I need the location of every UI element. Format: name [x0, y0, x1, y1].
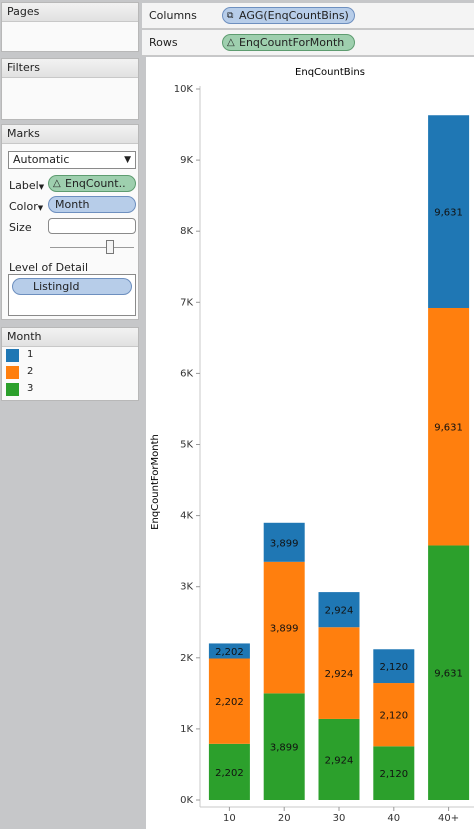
bar-group: 2,202 2,202 2,202 3,899 3,899 3,899 2,924 2,924… [208, 115, 470, 800]
columns-pill[interactable]: ⧉ AGG(EnqCountBins) [222, 7, 355, 24]
data-label: 2,202 [215, 697, 244, 708]
level-of-detail-label: Level of Detail [9, 261, 89, 274]
label-property[interactable]: Label▼ [9, 179, 44, 192]
bar-segment[interactable] [208, 743, 250, 800]
legend-label: 2 [27, 366, 34, 377]
data-label: 2,120 [379, 711, 408, 722]
x-tick-group: 10 20 30 40 40+ [223, 807, 459, 824]
data-label: 3,899 [270, 624, 299, 635]
size-property-label: Size [9, 221, 32, 234]
data-label: 9,631 [434, 208, 463, 219]
y-tick-label: 3K [180, 582, 193, 593]
bar-segment[interactable] [318, 627, 360, 719]
rows-label: Rows [149, 36, 178, 49]
color-pill-text: Month [55, 198, 90, 211]
size-slider-track[interactable] [50, 247, 134, 248]
data-label: 3,899 [270, 743, 299, 754]
table-calc-icon: ⧉ [227, 11, 234, 21]
listingid-pill[interactable]: ListingId [12, 278, 132, 295]
data-label: 3,899 [270, 538, 299, 549]
y-tick-label: 1K [180, 724, 193, 735]
y-tick-label: 2K [180, 653, 193, 664]
legend-title: Month [2, 328, 138, 347]
bar-segment[interactable] [318, 592, 360, 628]
color-field-pill[interactable]: Month [48, 196, 136, 213]
data-label: 2,202 [215, 647, 244, 658]
lod-pill-text: ListingId [33, 280, 80, 293]
data-label: 2,120 [379, 769, 408, 780]
bar-segment[interactable] [373, 746, 415, 800]
label-pill-text: EnqCount.. [65, 177, 126, 190]
filters-title: Filters [2, 59, 138, 78]
mark-type-dropdown[interactable]: Automatic ▼ [8, 151, 136, 169]
bar-segment[interactable] [373, 649, 415, 684]
y-tick-label: 0K [180, 795, 193, 806]
y-tick-label: 9K [180, 155, 193, 166]
y-tick-label: 5K [180, 440, 193, 451]
color-dropdown-icon: ▼ [37, 204, 44, 212]
mark-type-value: Automatic [13, 153, 70, 166]
label-property-text: Label [9, 179, 39, 192]
label-dropdown-icon: ▼ [38, 183, 45, 191]
marks-card: Marks Automatic ▼ Label▼ △ EnqCount.. Co… [1, 124, 139, 320]
x-tick-label: 40+ [438, 813, 459, 824]
y-tick-label: 6K [180, 368, 193, 379]
legend-label: 3 [27, 383, 34, 394]
bar-segment[interactable] [263, 522, 305, 562]
label-field-pill[interactable]: △ EnqCount.. [48, 175, 136, 192]
legend-label: 1 [27, 349, 34, 360]
legend-swatch [6, 366, 19, 379]
marks-title: Marks [2, 125, 138, 144]
data-label: 9,631 [434, 423, 463, 434]
chart-title: EnqCountBins [295, 67, 365, 78]
chart-background [146, 57, 474, 829]
stacked-bar-chart: EnqCountBins EnqCountForMonth 0K 1K 2K 3K 4K… [146, 57, 474, 829]
bar-segment[interactable] [373, 683, 415, 747]
data-label: 2,924 [325, 606, 354, 617]
chevron-down-icon: ▼ [124, 155, 131, 165]
bar-segment[interactable] [263, 693, 305, 800]
color-property-text: Color [9, 200, 38, 213]
bar-segment[interactable] [208, 658, 250, 744]
y-tick-label: 4K [180, 511, 193, 522]
data-label: 9,631 [434, 669, 463, 680]
x-tick-label: 40 [387, 813, 400, 824]
bar-segment[interactable] [428, 115, 470, 308]
y-tick-group: 0K 1K 2K 3K 4K 5K 6K 7K 8K 9K 10K [174, 84, 200, 806]
pages-title: Pages [2, 3, 138, 22]
x-tick-label: 20 [278, 813, 291, 824]
columns-label: Columns [149, 9, 197, 22]
continuous-measure-icon: △ [53, 178, 61, 189]
y-tick-label: 7K [180, 297, 193, 308]
continuous-measure-icon: △ [227, 37, 235, 48]
legend-swatch [6, 349, 19, 362]
bar-segment[interactable] [208, 643, 250, 659]
level-of-detail-box[interactable]: ListingId [8, 274, 136, 316]
bar-segment[interactable] [428, 545, 470, 800]
legend-swatch [6, 383, 19, 396]
columns-pill-text: AGG(EnqCountBins) [239, 9, 349, 22]
x-tick-label: 10 [223, 813, 236, 824]
size-slider-handle[interactable] [106, 240, 114, 254]
y-axis-label: EnqCountForMonth [150, 434, 161, 530]
size-property-box[interactable] [48, 218, 136, 234]
color-property[interactable]: Color▼ [9, 200, 43, 213]
data-label: 2,924 [325, 669, 354, 680]
bar-segment[interactable] [428, 307, 470, 546]
bar-segment[interactable] [263, 561, 305, 694]
pages-shelf[interactable]: Pages [1, 2, 139, 52]
month-legend: Month 1 2 3 [1, 327, 139, 401]
bar-segment[interactable] [318, 718, 360, 800]
y-tick-label: 10K [174, 84, 194, 95]
x-tick-label: 30 [333, 813, 346, 824]
data-label: 2,202 [215, 768, 244, 779]
data-label: 2,924 [325, 755, 354, 766]
rows-shelf[interactable]: Rows △ EnqCountForMonth [142, 30, 474, 56]
rows-pill[interactable]: △ EnqCountForMonth [222, 34, 355, 51]
rows-pill-text: EnqCountForMonth [239, 36, 345, 49]
y-tick-label: 8K [180, 226, 193, 237]
filters-shelf[interactable]: Filters [1, 58, 139, 120]
data-label: 2,120 [379, 662, 408, 673]
columns-shelf[interactable]: Columns ⧉ AGG(EnqCountBins) [142, 3, 474, 29]
